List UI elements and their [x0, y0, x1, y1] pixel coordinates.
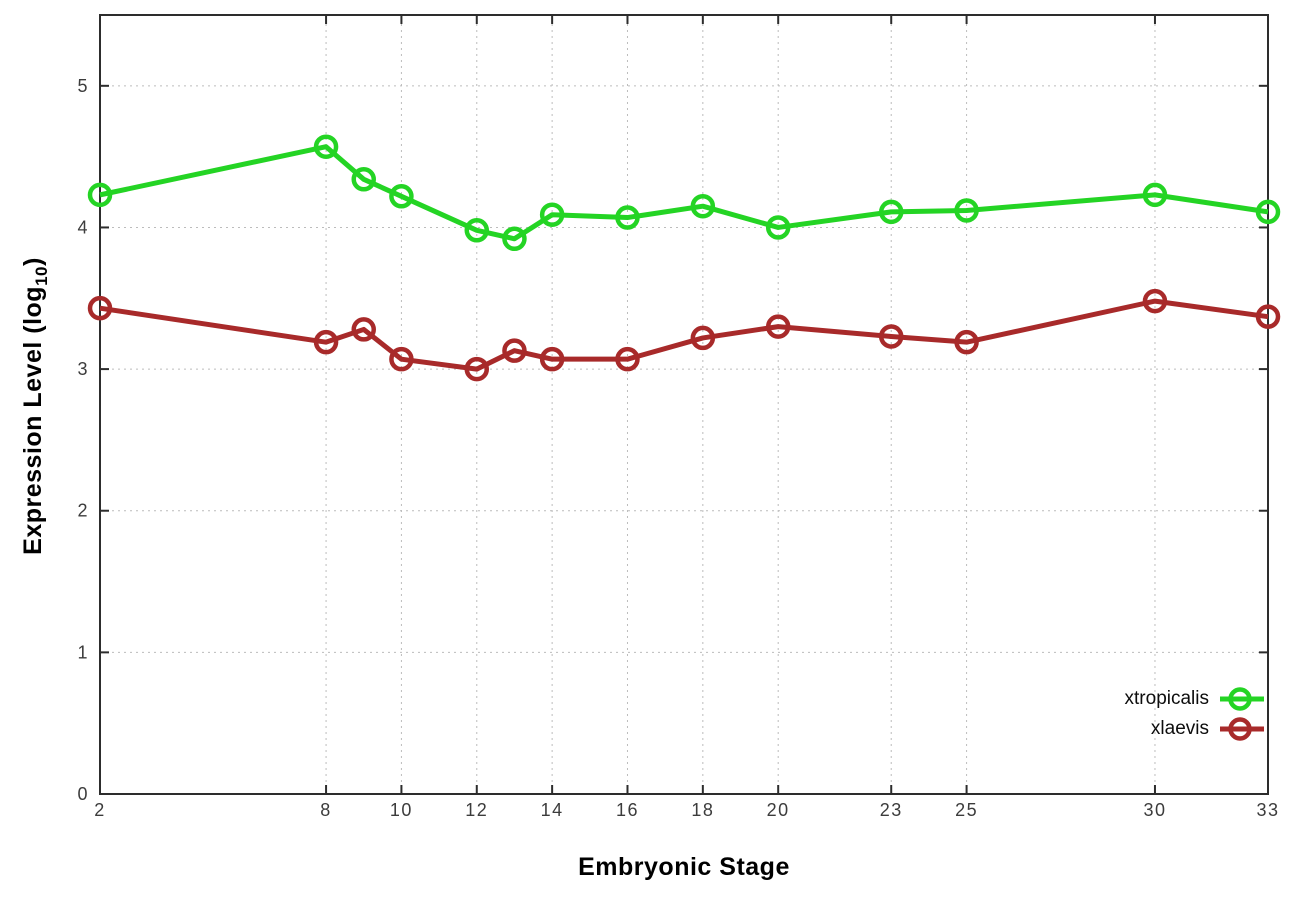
x-tick-label: 2 [94, 800, 106, 820]
x-tick-label: 12 [465, 800, 488, 820]
y-tick-label: 5 [77, 76, 89, 96]
x-tick-label: 25 [955, 800, 978, 820]
y-axis-title-text: Expression Level (log [19, 285, 47, 555]
legend-label-xlaevis: xlaevis [1150, 718, 1209, 739]
legend: xtropicalis xlaevis [1125, 684, 1265, 744]
data-point-marker [615, 346, 640, 372]
series-xlaevis [87, 288, 1281, 382]
x-tick-label: 18 [691, 800, 714, 820]
data-point-marker [502, 338, 527, 363]
x-axis-title: Embryonic Stage [578, 853, 790, 881]
data-point-marker [87, 182, 113, 208]
data-point-marker [389, 346, 414, 372]
data-point-marker [690, 325, 716, 351]
data-point-marker [1255, 199, 1281, 225]
legend-item-xtropicalis: xtropicalis [1125, 684, 1265, 714]
x-tick-label: 33 [1256, 800, 1279, 820]
data-point-marker [87, 295, 113, 321]
data-point-marker [464, 356, 490, 382]
data-point-marker [539, 202, 565, 227]
x-tick-label: 23 [880, 800, 903, 820]
data-point-marker [313, 329, 339, 355]
data-point-marker [1255, 304, 1281, 329]
y-tick-label: 2 [77, 501, 89, 521]
gridlines [99, 15, 1269, 795]
data-point-marker [539, 346, 565, 372]
data-point-marker [313, 134, 339, 159]
data-point-marker [351, 167, 376, 192]
y-tick-label: 1 [77, 642, 89, 662]
data-point-marker [389, 184, 414, 209]
y-tick-label: 4 [77, 217, 89, 237]
series-xtropicalis [87, 134, 1281, 252]
data-point-marker [954, 198, 979, 223]
data-point-marker [690, 193, 716, 219]
data-point-marker [1142, 182, 1168, 208]
data-point-marker [765, 215, 791, 240]
legend-label-xtropicalis: xtropicalis [1124, 688, 1209, 709]
data-point-marker [502, 226, 527, 252]
y-tick-label: 0 [77, 784, 89, 804]
x-tick-label: 10 [390, 800, 413, 820]
legend-item-xlaevis: xlaevis [1125, 714, 1265, 744]
legend-line-marker-icon [1220, 687, 1264, 711]
data-point-marker [954, 329, 979, 355]
legend-line-marker-icon [1220, 717, 1264, 741]
data-point-marker [878, 199, 904, 225]
y-tick-label: 3 [77, 359, 89, 379]
x-tick-label: 30 [1143, 800, 1166, 820]
series-line-xlaevis [99, 298, 1269, 372]
x-tick-label: 14 [541, 800, 564, 820]
x-tick-label: 20 [767, 800, 790, 820]
x-tick-label: 8 [320, 800, 332, 820]
data-point-marker [464, 218, 490, 243]
axes-frame [99, 14, 1269, 795]
y-axis-title: Expression Level (log10) [17, 106, 51, 706]
data-point-marker [1142, 288, 1168, 314]
series-line-xtropicalis [99, 144, 1269, 242]
data-point-marker [765, 314, 791, 339]
x-tick-label: 16 [616, 800, 639, 820]
y-axis-title-close: ) [19, 257, 47, 266]
data-point-marker [878, 324, 904, 349]
data-point-marker [615, 205, 640, 230]
y-axis-title-subscript: 10 [32, 266, 51, 286]
data-point-marker [351, 317, 376, 342]
